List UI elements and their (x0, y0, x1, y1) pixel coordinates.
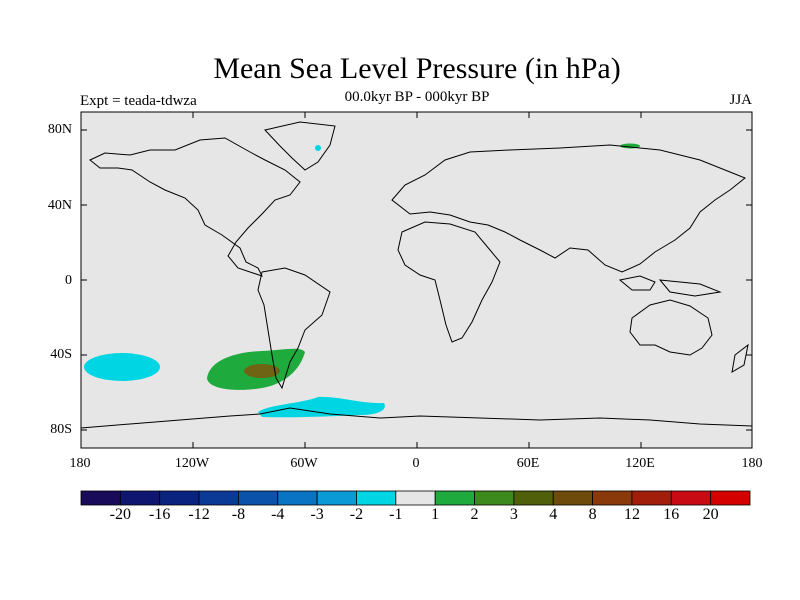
colorbar-tick-label: 4 (549, 506, 558, 523)
colorbar (80, 490, 751, 506)
colorbar-tick-label: -1 (389, 506, 403, 523)
lat-label-80n: 80N (47, 122, 72, 137)
colorbar-swatch (356, 490, 397, 506)
colorbar-swatch (592, 490, 633, 506)
colorbar-tick-label: 20 (702, 506, 719, 523)
lon-label-180e: 180 (741, 456, 763, 471)
coast-north-america (89, 137, 301, 277)
anomaly-cyan-southpacific (84, 353, 160, 381)
map-background (81, 112, 752, 448)
coast-antarctica (80, 407, 753, 429)
colorbar-tick-label: 12 (623, 506, 640, 523)
colorbar-swatch (80, 490, 121, 506)
colorbar-tick-label: -16 (149, 506, 171, 523)
lat-label-80s: 80S (50, 422, 72, 437)
experiment-label: Expt = teada-tdwza (80, 93, 197, 109)
colorbar-swatch (198, 490, 239, 506)
coast-new-zealand (731, 343, 749, 373)
lon-label-60e: 60E (516, 456, 540, 471)
coast-indonesia (618, 275, 656, 291)
coast-africa (397, 221, 501, 343)
colorbar-swatch (710, 490, 751, 506)
coast-south-america (257, 267, 331, 390)
colorbar-swatch (513, 490, 554, 506)
colorbar-swatch (159, 490, 200, 506)
colorbar-tick-label: -2 (349, 506, 364, 523)
lat-label-40n: 40N (47, 198, 72, 213)
colorbar-swatch (395, 490, 436, 506)
colorbar-tick-label: 1 (431, 506, 440, 523)
lon-label-180w: 180 (69, 456, 91, 471)
colorbar-tick-label: 16 (663, 506, 680, 523)
colorbar-swatch (631, 490, 672, 506)
colorbar-swatch (119, 490, 161, 506)
colorbar-swatch (434, 490, 475, 506)
colorbar-swatch (238, 490, 279, 506)
coast-greenland (264, 121, 336, 171)
colorbar-swatch (316, 490, 357, 506)
chart-subtitle: 00.0kyr BP - 000kyr BP (344, 89, 490, 105)
colorbar-tick-label: -4 (271, 506, 285, 523)
lon-label-120w: 120W (174, 456, 210, 471)
lat-label-40s: 40S (50, 347, 72, 362)
chart-title: Mean Sea Level Pressure (in hPa) (213, 52, 621, 85)
lat-label-0: 0 (65, 273, 72, 288)
lon-label-60w: 60W (290, 456, 318, 471)
coast-australia (629, 299, 713, 356)
lon-label-120e: 120E (625, 456, 655, 471)
lon-label-0: 0 (412, 456, 420, 471)
axis-ticks (81, 112, 752, 448)
colorbar-swatch (552, 490, 593, 506)
colorbar-swatch (670, 490, 712, 506)
colorbar-tick-label: 3 (509, 506, 518, 523)
coast-eurasia (391, 144, 746, 273)
coastlines (80, 121, 753, 429)
colorbar-tick-label: 2 (470, 506, 479, 523)
anomaly-cyan-antarctic (258, 396, 385, 418)
colorbar-swatch (474, 490, 515, 506)
colorbar-tick-label: -20 (109, 506, 131, 523)
colorbar-swatch (277, 490, 318, 506)
anomaly-olive-patagonia (244, 364, 280, 378)
coast-new-guinea (658, 279, 722, 297)
season-label: JJA (729, 92, 752, 108)
colorbar-tick-label: -8 (231, 506, 246, 523)
colorbar-tick-label: 8 (588, 506, 597, 523)
colorbar-tick-label: -3 (310, 506, 324, 523)
colorbar-tick-label: -12 (188, 506, 210, 523)
anomaly-cyan-greenland (315, 145, 321, 151)
